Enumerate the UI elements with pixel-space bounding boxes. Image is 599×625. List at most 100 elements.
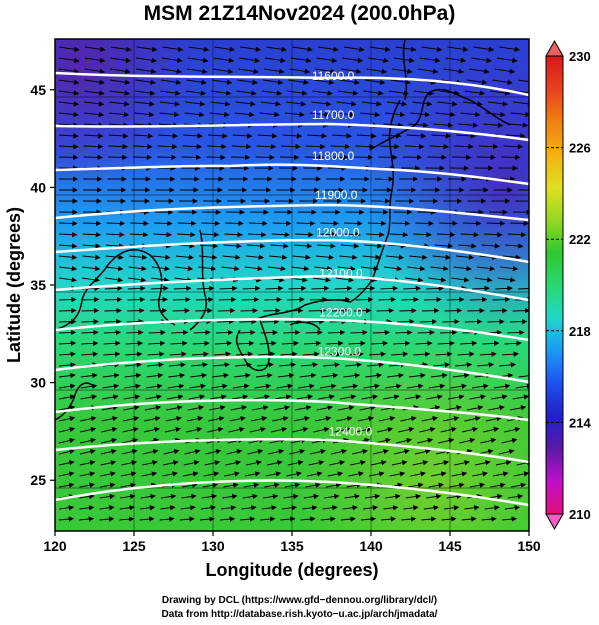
wind-arrow [81,318,99,325]
wind-arrow [284,111,305,118]
wind-arrow [381,516,397,522]
wind-arrow [401,296,419,303]
wind-arrow [449,482,465,488]
wind-arrow [231,394,249,400]
wind-arrow [356,133,377,139]
wind-arrow [374,437,392,444]
wind-arrow [464,318,483,325]
wind-arrow [198,265,217,272]
wind-arrow [258,351,276,357]
wind-arrow [141,471,158,477]
y-tick-label: 25 [30,472,46,488]
wind-arrow [462,220,482,227]
contour-label: 12000.0 [316,225,360,239]
wind-arrow [122,415,140,422]
wind-arrow [426,493,442,500]
wind-arrow [203,471,220,477]
wind-arrow [264,482,280,488]
wind-arrow [455,362,473,368]
wind-arrow [408,122,429,128]
wind-arrow [201,493,218,500]
wind-arrow [187,68,208,74]
wind-arrow [504,340,522,347]
wind-arrow [430,372,448,379]
wind-arrow [148,329,166,336]
wind-arrow [81,296,100,303]
wind-arrow [103,329,122,336]
wind-arrow [426,285,445,292]
wind-arrow [430,265,449,272]
wind-arrow [359,405,377,411]
wind-arrow [376,307,395,314]
wind-arrow [193,329,211,336]
wind-arrow [467,307,485,314]
wind-arrow [433,362,451,368]
x-axis-label: Longitude (degrees) [205,560,378,580]
wind-arrow [502,254,521,260]
wind-arrow [386,101,408,107]
wind-arrow [105,277,124,283]
wind-arrow [124,372,142,379]
wind-arrow [452,372,470,379]
wind-arrow [410,111,431,118]
contour-label: 12200.0 [319,305,363,319]
wind-arrow [499,46,521,52]
wind-arrow [298,383,315,389]
wind-arrow [508,122,529,128]
wind-arrow [385,383,402,389]
wind-arrow [122,437,139,444]
wind-arrow [58,329,77,336]
wind-arrow [160,493,177,500]
contour-label: 12400.0 [329,424,373,438]
wind-arrow [406,133,427,139]
wind-arrow [199,254,218,260]
wind-arrow [166,405,183,411]
wind-arrow [58,426,76,433]
wind-arrow [214,46,236,52]
wind-arrow [136,46,158,52]
wind-arrow [101,415,118,422]
wind-arrow [397,318,415,325]
wind-arrow [237,340,255,347]
wind-arrow [334,285,353,292]
wind-arrow [512,394,529,400]
wind-arrow [186,426,203,433]
wind-arrow [313,79,335,85]
wind-arrow [472,285,490,292]
wind-arrow [159,516,175,522]
wind-arrow [187,57,209,63]
wind-arrow [104,307,122,314]
wind-arrow [383,394,400,400]
wind-arrow [487,318,505,325]
wind-arrow [393,448,410,455]
wind-arrow [79,505,95,511]
wind-arrow [159,101,181,107]
wind-arrow [464,505,480,511]
wind-arrow [483,426,500,433]
wind-arrow [272,220,292,227]
wind-arrow [367,220,387,227]
wind-vectors [58,46,529,522]
wind-arrow [384,265,403,272]
wind-arrow [457,351,475,357]
wind-arrow [218,296,237,303]
wind-arrow [58,372,76,379]
wind-arrow [191,362,208,368]
wind-arrow [464,90,486,96]
wind-arrow [369,351,387,357]
wind-arrow [383,505,399,511]
wind-arrow [312,277,331,283]
wind-arrow [245,254,265,260]
wind-arrow [229,415,246,422]
wind-arrow [238,68,259,74]
wind-arrow [232,133,253,139]
wind-arrow [80,383,98,389]
wind-arrow [265,57,286,63]
wind-arrow [343,46,365,52]
wind-arrow [271,231,291,238]
wind-arrow [505,243,524,249]
wind-arrow [473,46,495,52]
wind-arrow [101,426,118,433]
wind-arrow [224,231,243,238]
wind-arrow [443,415,460,422]
